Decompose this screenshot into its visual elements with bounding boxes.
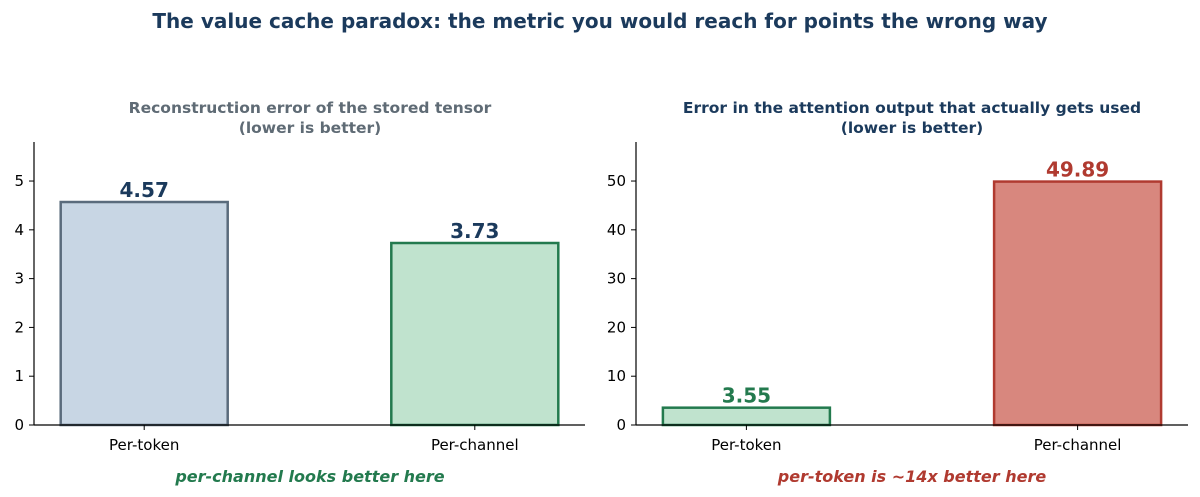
panel-annotation: per-channel looks better here — [174, 467, 444, 486]
y-tick-label: 20 — [607, 318, 626, 336]
y-tick-label: 3 — [14, 270, 24, 288]
bar-per-channel — [992, 180, 1163, 427]
bar-value-label: 49.89 — [1046, 158, 1109, 182]
panel-annotation: per-token is ~14x better here — [777, 467, 1047, 486]
y-tick-label: 0 — [14, 416, 24, 434]
y-tick-label: 50 — [607, 172, 626, 190]
panel-title-line: (lower is better) — [239, 119, 382, 137]
chart-panels: Reconstruction error of the stored tenso… — [14, 99, 1188, 486]
x-tick-label: Per-channel — [431, 436, 519, 454]
y-tick-label: 4 — [14, 221, 24, 239]
y-tick-label: 5 — [14, 172, 24, 190]
bar-per-token — [661, 406, 832, 427]
y-tick-label: 0 — [616, 416, 626, 434]
bar-value-label: 3.73 — [450, 219, 499, 243]
y-tick-label: 30 — [607, 270, 626, 288]
figure-title: The value cache paradox: the metric you … — [152, 9, 1047, 33]
x-tick-label: Per-token — [109, 436, 179, 454]
panel-title-line: Error in the attention output that actua… — [683, 99, 1141, 117]
y-tick-label: 10 — [607, 367, 626, 385]
y-tick-label: 2 — [14, 318, 24, 336]
y-tick-label: 40 — [607, 221, 626, 239]
panel-title-line: (lower is better) — [841, 119, 984, 137]
bar-value-label: 3.55 — [722, 384, 771, 408]
bar-per-channel — [390, 241, 560, 427]
bar-value-label: 4.57 — [120, 178, 169, 202]
y-tick-label: 1 — [14, 367, 24, 385]
chart-panel-1: Reconstruction error of the stored tenso… — [14, 99, 585, 486]
bar-per-token — [59, 200, 229, 427]
x-tick-label: Per-token — [711, 436, 781, 454]
panel-title-line: Reconstruction error of the stored tenso… — [129, 99, 492, 117]
chart-panel-2: Error in the attention output that actua… — [607, 99, 1188, 486]
x-tick-label: Per-channel — [1034, 436, 1122, 454]
